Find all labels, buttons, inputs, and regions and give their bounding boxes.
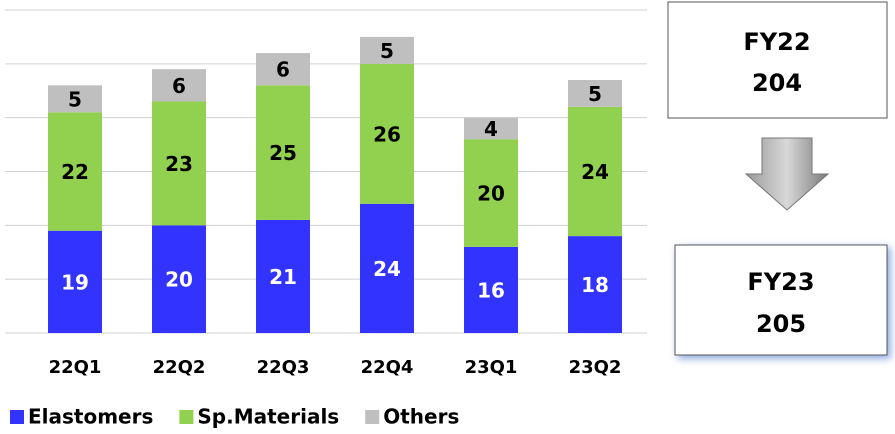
legend-label: Elastomers: [28, 405, 153, 429]
bar-segment: [48, 85, 102, 113]
bar-segment: [568, 236, 622, 333]
value-label: 21: [269, 265, 297, 289]
bar-segment: [568, 106, 622, 237]
value-label: 26: [373, 122, 401, 146]
fy22-label: FY22: [743, 28, 810, 56]
fy23-label: FY23: [747, 268, 814, 296]
value-label: 5: [380, 39, 394, 63]
bar-segment: [48, 230, 102, 333]
legend-swatch: [179, 410, 194, 424]
x-tick-label: 22Q4: [361, 357, 414, 378]
bar-segment: [464, 139, 518, 247]
legend-label: Sp.Materials: [197, 405, 339, 429]
bar-segment: [464, 246, 518, 333]
bar-segment: [360, 203, 414, 333]
fy22-box: [667, 1, 888, 119]
value-label: 25: [269, 141, 297, 165]
x-tick-label: 23Q1: [465, 357, 518, 378]
bar-segment: [152, 101, 206, 226]
fy23-total: 205: [756, 310, 806, 338]
bar-segment: [360, 36, 414, 64]
value-label: 16: [477, 278, 505, 302]
value-label: 23: [165, 152, 193, 176]
fy22-total: 204: [752, 69, 802, 97]
bar-segment: [568, 79, 622, 107]
value-label: 5: [588, 82, 602, 106]
x-tick-label: 22Q3: [257, 357, 310, 378]
fy23-box: [674, 244, 888, 356]
arrow: [744, 137, 830, 211]
value-label: 22: [61, 160, 89, 184]
x-tick-label: 23Q2: [569, 357, 622, 378]
value-label: 19: [61, 270, 89, 294]
bar-segment: [152, 225, 206, 333]
value-label: 6: [172, 74, 186, 98]
value-label: 18: [581, 273, 609, 297]
x-tick-label: 22Q2: [153, 357, 206, 378]
legend-label: Others: [383, 405, 459, 429]
value-label: 24: [581, 160, 609, 184]
legend-swatch: [365, 410, 380, 424]
value-label: 20: [165, 268, 193, 292]
bar-segment: [48, 112, 102, 231]
value-label: 5: [68, 87, 82, 111]
value-label: 4: [484, 117, 498, 141]
bar-segment: [360, 63, 414, 204]
bar-segment: [256, 219, 310, 333]
bar-segment: [256, 53, 310, 86]
bar-segment: [152, 69, 206, 102]
legend-swatch: [10, 410, 24, 424]
x-tick-label: 22Q1: [49, 357, 102, 378]
bar-segment: [256, 85, 310, 220]
value-label: 6: [276, 58, 290, 82]
value-label: 24: [373, 257, 401, 281]
bar-segment: [464, 117, 518, 140]
value-label: 20: [477, 182, 505, 206]
